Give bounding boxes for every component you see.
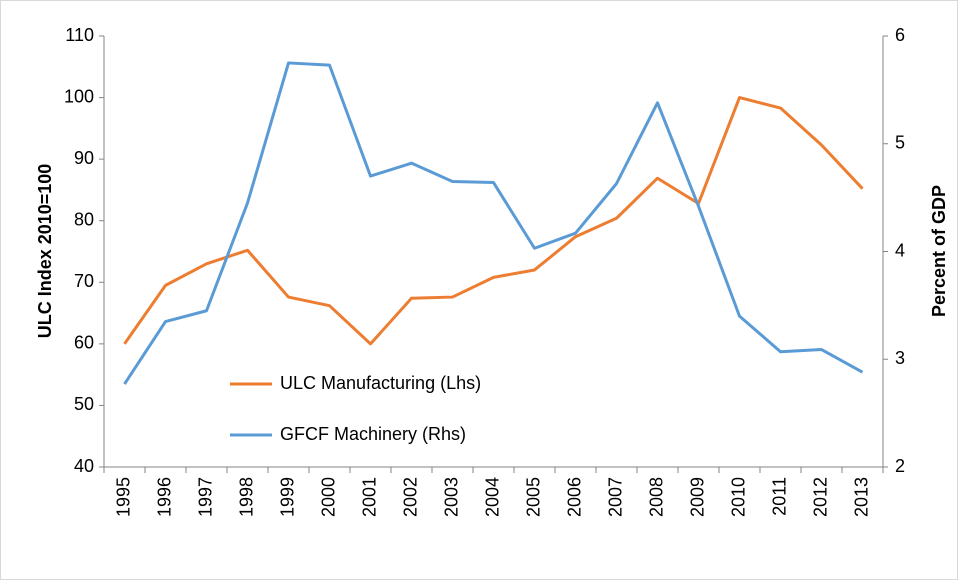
y-tick-label: 70 [74,271,94,291]
line-series [123,61,864,385]
x-tick-label: 2002 [400,477,420,517]
legend-label: ULC Manufacturing (Lhs) [280,373,481,393]
y-tick-label: 40 [74,456,94,476]
x-tick-label: 2012 [810,477,830,517]
line-series [123,96,864,346]
y2-tick-label: 5 [895,133,905,153]
x-tick-label: 2007 [605,477,625,517]
legend-label: GFCF Machinery (Rhs) [280,424,466,444]
y-tick-label: 50 [74,394,94,414]
y-tick-label: 110 [65,25,94,45]
y2-axis-title: Percent of GDP [929,185,949,317]
y2-tick-label: 6 [895,25,905,45]
x-tick-label: 1995 [113,477,133,517]
x-tick-label: 2005 [523,477,543,517]
x-tick-label: 2010 [728,477,748,517]
x-tick-label: 2009 [687,477,707,517]
x-tick-label: 2008 [646,477,666,517]
y2-tick-label: 4 [895,240,905,260]
x-tick-label: 1999 [277,477,297,517]
y-tick-label: 80 [74,209,94,229]
y2-tick-label: 2 [895,456,905,476]
x-tick-label: 1998 [236,477,256,517]
x-tick-label: 2001 [359,477,379,517]
x-tick-label: 2000 [318,477,338,517]
x-tick-label: 2013 [851,477,871,517]
y-tick-label: 100 [64,86,94,106]
x-tick-label: 2003 [441,477,461,517]
x-tick-label: 1996 [154,477,174,517]
x-tick-label: 2006 [564,477,584,517]
x-tick-label: 2004 [482,477,502,517]
y-axis-title: ULC Index 2010=100 [35,164,55,339]
y2-tick-label: 3 [895,348,905,368]
y-tick-label: 60 [74,333,94,353]
x-tick-label: 2011 [769,477,789,516]
x-tick-label: 1997 [195,477,215,517]
y-tick-label: 90 [74,148,94,168]
